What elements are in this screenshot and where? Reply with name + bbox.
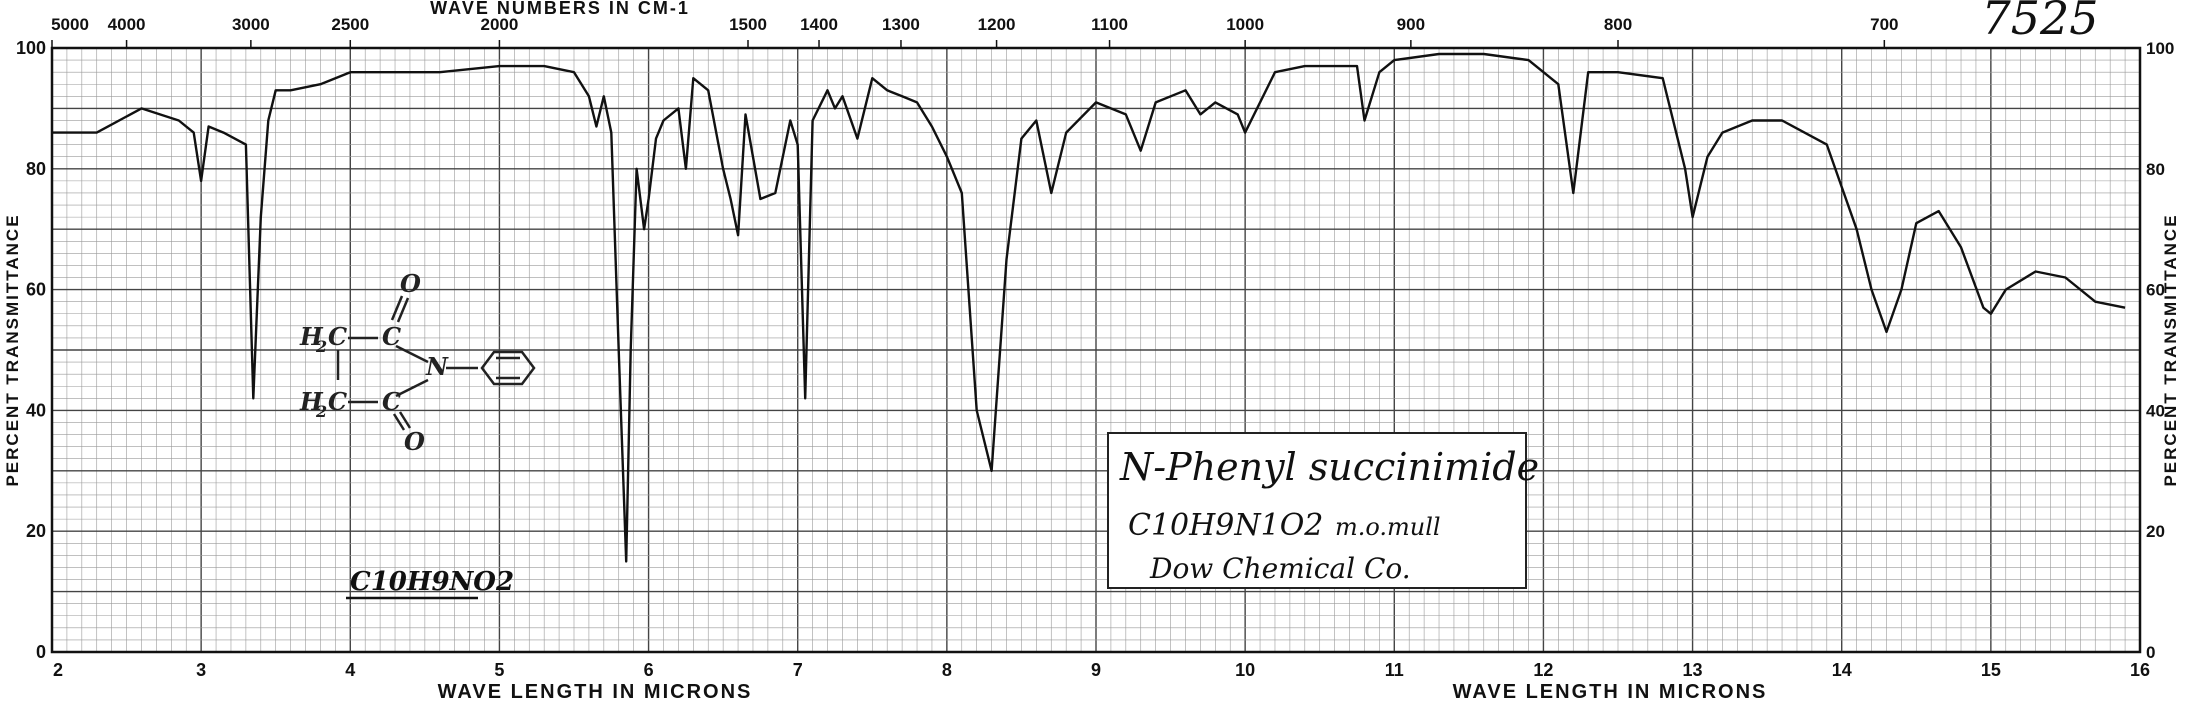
svg-text:C: C bbox=[328, 387, 347, 416]
x-tick-label: 5 bbox=[494, 660, 504, 680]
x-tick-label: 14 bbox=[1832, 660, 1852, 680]
y-right-tick-label: 80 bbox=[2146, 160, 2165, 179]
top-tick-label: 1100 bbox=[1091, 15, 1128, 34]
series-layer bbox=[52, 52, 2126, 563]
x-tick-label: 2 bbox=[53, 660, 63, 680]
formula-note: C10H9NO2 bbox=[350, 567, 514, 597]
x-tick-label: 3 bbox=[196, 660, 206, 680]
plot-frame bbox=[50, 46, 2142, 654]
spectrum-line bbox=[52, 52, 2126, 563]
top-tick-label: 4000 bbox=[108, 15, 146, 34]
source-company: Dow Chemical Co. bbox=[1149, 552, 1411, 585]
x-tick-label: 7 bbox=[793, 660, 803, 680]
top-tick-label: 2500 bbox=[331, 15, 369, 34]
x-tick-label: 16 bbox=[2130, 660, 2150, 680]
svg-text:H: H bbox=[299, 322, 324, 351]
y-right-tick-label: 100 bbox=[2146, 39, 2174, 58]
y-left-tick-label: 40 bbox=[26, 400, 46, 420]
catalog-number: 7525 bbox=[1981, 0, 2098, 45]
structure-drawing: H 2 C C O N H 2 C C O bbox=[299, 269, 536, 456]
top-tick-label: 1300 bbox=[882, 15, 920, 34]
top-axis-title: WAVE NUMBERS IN CM-1 bbox=[430, 0, 690, 18]
x-tick-label: 15 bbox=[1981, 660, 2001, 680]
y-left-tick-label: 100 bbox=[16, 38, 46, 58]
y-left-tick-label: 60 bbox=[26, 280, 46, 300]
top-tick-label: 900 bbox=[1397, 15, 1425, 34]
x-tick-label: 9 bbox=[1091, 660, 1101, 680]
sample-method: m.o.mull bbox=[1335, 513, 1441, 541]
svg-text:C: C bbox=[382, 322, 401, 351]
top-tick-label: 1400 bbox=[800, 15, 838, 34]
grid-layer bbox=[52, 48, 2140, 652]
y-axis-title-left: PERCENT TRANSMITTANCE bbox=[3, 213, 22, 486]
top-tick-label: 2000 bbox=[481, 15, 519, 34]
x-axis-title-right: WAVE LENGTH IN MICRONS bbox=[1453, 681, 1768, 703]
x-tick-label: 6 bbox=[644, 660, 654, 680]
y-right-tick-label: 40 bbox=[2146, 401, 2165, 420]
x-tick-label: 11 bbox=[1385, 660, 1404, 680]
top-tick-label: 5000 bbox=[51, 15, 89, 34]
svg-text:C: C bbox=[382, 387, 401, 416]
x-tick-label: 8 bbox=[942, 660, 952, 680]
molecular-formula: C10H9N1O2 bbox=[1128, 508, 1323, 543]
x-tick-label: 10 bbox=[1235, 660, 1255, 680]
x-axis-title-left: WAVE LENGTH IN MICRONS bbox=[438, 681, 753, 703]
y-left-tick-label: 80 bbox=[26, 159, 46, 179]
compound-name: N-Phenyl succinimide bbox=[1119, 445, 1539, 489]
top-tick-label: 1500 bbox=[729, 15, 767, 34]
y-right-tick-label: 60 bbox=[2146, 281, 2165, 300]
y-left-tick-label: 0 bbox=[36, 642, 46, 662]
svg-text:2: 2 bbox=[315, 337, 327, 356]
svg-text:O: O bbox=[400, 269, 421, 298]
svg-text:O: O bbox=[404, 427, 425, 456]
label-box bbox=[1107, 432, 1527, 589]
top-tick-label: 1200 bbox=[978, 15, 1016, 34]
svg-text:C: C bbox=[328, 322, 347, 351]
top-tick-label: 3000 bbox=[232, 15, 270, 34]
svg-text:2: 2 bbox=[315, 402, 327, 421]
y-left-tick-label: 20 bbox=[26, 521, 46, 541]
y-right-tick-label: 0 bbox=[2146, 643, 2155, 662]
x-tick-label: 13 bbox=[1683, 660, 1703, 680]
top-tick-label: 700 bbox=[1870, 15, 1898, 34]
y-right-tick-label: 20 bbox=[2146, 522, 2165, 541]
top-tick-label: 1000 bbox=[1226, 15, 1264, 34]
svg-text:N: N bbox=[425, 352, 449, 381]
top-tick-label: 800 bbox=[1604, 15, 1632, 34]
x-tick-label: 4 bbox=[345, 660, 355, 680]
x-tick-label: 12 bbox=[1533, 660, 1553, 680]
y-axis-title-right: PERCENT TRANSMITTANCE bbox=[2161, 213, 2180, 486]
svg-text:H: H bbox=[299, 387, 324, 416]
